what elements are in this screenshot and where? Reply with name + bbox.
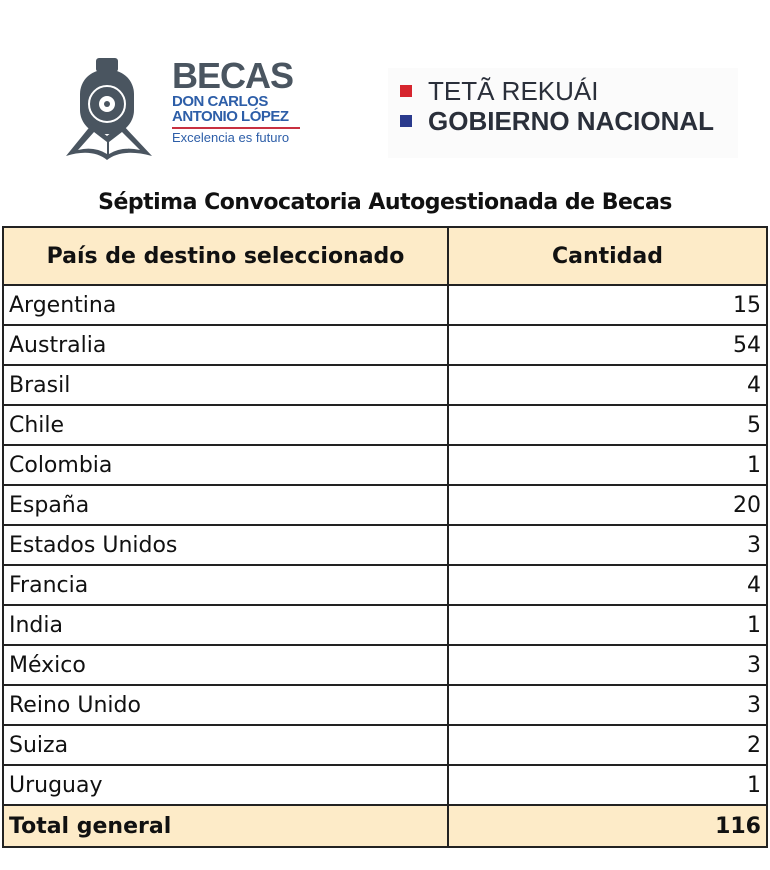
becas-logo-tagline: Excelencia es futuro	[172, 130, 290, 145]
count-cell: 3	[447, 684, 768, 726]
scholarship-table: País de destino seleccionado Cantidad Ar…	[2, 226, 768, 848]
country-cell: Reino Unido	[2, 684, 449, 726]
table-row: Estados Unidos 3	[2, 524, 768, 566]
table-row: Chile 5	[2, 404, 768, 446]
table-row: Reino Unido 3	[2, 684, 768, 726]
count-cell: 54	[447, 324, 768, 366]
country-cell: España	[2, 484, 449, 526]
country-cell: Estados Unidos	[2, 524, 449, 566]
count-cell: 3	[447, 524, 768, 566]
gov-logo-line1: TETÃ REKUÁI	[428, 75, 599, 106]
count-cell: 15	[447, 284, 768, 326]
count-cell: 2	[447, 724, 768, 766]
logos-header: BECAS DON CARLOS ANTONIO LÓPEZ Excelenci…	[0, 0, 770, 190]
blue-square-icon	[400, 115, 412, 127]
total-count: 116	[447, 804, 768, 848]
country-cell: India	[2, 604, 449, 646]
page-title: Séptima Convocatoria Autogestionada de B…	[98, 190, 672, 215]
total-label: Total general	[2, 804, 449, 848]
country-cell: Argentina	[2, 284, 449, 326]
locomotive-book-icon	[66, 58, 152, 160]
gov-logo-line2: GOBIERNO NACIONAL	[428, 105, 714, 136]
becas-logo-line3: ANTONIO LÓPEZ	[172, 108, 289, 125]
header-country: País de destino seleccionado	[2, 226, 449, 286]
gobierno-nacional-logo: TETÃ REKUÁI GOBIERNO NACIONAL	[388, 68, 738, 158]
table-row: India 1	[2, 604, 768, 646]
count-cell: 4	[447, 564, 768, 606]
country-cell: Francia	[2, 564, 449, 606]
table-row: Argentina 15	[2, 284, 768, 326]
header-count: Cantidad	[447, 226, 768, 286]
total-row: Total general 116	[2, 804, 768, 848]
count-cell: 1	[447, 764, 768, 806]
country-cell: México	[2, 644, 449, 686]
table-row: Brasil 4	[2, 364, 768, 406]
country-cell: Chile	[2, 404, 449, 446]
count-cell: 4	[447, 364, 768, 406]
table-row: España 20	[2, 484, 768, 526]
table-row: Suiza 2	[2, 724, 768, 766]
becas-logo: BECAS DON CARLOS ANTONIO LÓPEZ Excelenci…	[62, 56, 312, 166]
count-cell: 1	[447, 604, 768, 646]
red-square-icon	[400, 85, 412, 97]
country-cell: Australia	[2, 324, 449, 366]
country-cell: Uruguay	[2, 764, 449, 806]
table-row: Colombia 1	[2, 444, 768, 486]
table-header-row: País de destino seleccionado Cantidad	[2, 226, 768, 286]
count-cell: 1	[447, 444, 768, 486]
becas-logo-title: BECAS	[172, 55, 294, 96]
count-cell: 20	[447, 484, 768, 526]
count-cell: 5	[447, 404, 768, 446]
count-cell: 3	[447, 644, 768, 686]
country-cell: Brasil	[2, 364, 449, 406]
table-row: México 3	[2, 644, 768, 686]
becas-logo-line2: DON CARLOS	[172, 93, 268, 110]
table-row: Uruguay 1	[2, 764, 768, 806]
table-row: Francia 4	[2, 564, 768, 606]
country-cell: Suiza	[2, 724, 449, 766]
country-cell: Colombia	[2, 444, 449, 486]
table-row: Australia 54	[2, 324, 768, 366]
